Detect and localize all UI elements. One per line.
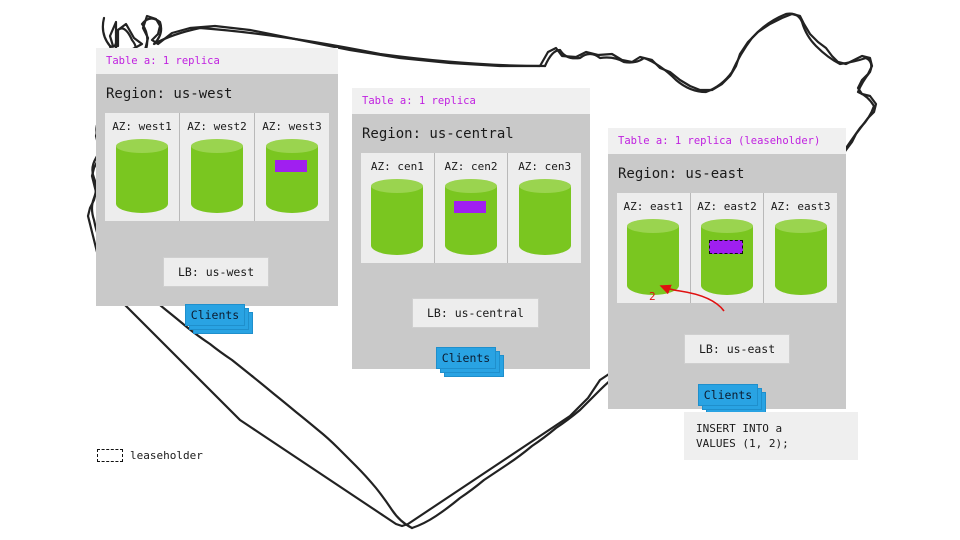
region-panel-us-west: Table a: 1 replica Region: us-west AZ: w… [96, 48, 338, 334]
cylinder-body [371, 186, 424, 255]
node-cylinder-cen2[interactable] [445, 179, 497, 255]
arrow-step-label: 2 [649, 290, 656, 303]
cylinder-top [191, 139, 243, 153]
clients-button-us-west[interactable]: Clients [185, 304, 253, 334]
az-cell-west2[interactable]: AZ: west2 [179, 113, 254, 221]
load-balancer-us-west[interactable]: LB: us-west [163, 257, 270, 287]
az-label-east2: AZ: east2 [697, 200, 757, 213]
sql-statement-box: INSERT INTO a VALUES (1, 2); [684, 412, 858, 460]
region-title-us-east: Region: us-east [618, 166, 745, 182]
az-strip-us-central: AZ: cen1 AZ: cen2 AZ: cen3 [361, 153, 581, 263]
map-gulf-coast [250, 374, 414, 530]
region-title-us-central: Region: us-central [362, 126, 514, 142]
az-label-east3: AZ: east3 [770, 200, 831, 213]
az-cell-cen1[interactable]: AZ: cen1 [361, 153, 434, 263]
node-cylinder-west1[interactable] [116, 139, 168, 213]
legend-label: leaseholder [130, 449, 203, 462]
az-label-west1: AZ: west1 [112, 120, 172, 133]
node-cylinder-east2[interactable] [701, 219, 753, 295]
region-panel-us-east: Table a: 1 replica (leaseholder) Region:… [608, 128, 846, 414]
cylinder-body [116, 146, 168, 213]
az-label-cen1: AZ: cen1 [370, 160, 424, 173]
panel-body-us-central: Region: us-central AZ: cen1 AZ: cen2 [352, 114, 590, 377]
load-balancer-us-east[interactable]: LB: us-east [684, 334, 791, 364]
panel-header-us-east: Table a: 1 replica (leaseholder) [608, 128, 846, 154]
node-cylinder-west3[interactable] [266, 139, 318, 213]
node-cylinder-west2[interactable] [191, 139, 243, 213]
cylinder-body [701, 226, 753, 295]
panel-body-us-west: Region: us-west AZ: west1 AZ: west2 [96, 74, 338, 334]
leaseholder-marker-active [709, 240, 743, 254]
clients-button-us-central[interactable]: Clients [436, 347, 504, 377]
cylinder-body [627, 226, 680, 295]
leaseholder-marker [275, 160, 307, 172]
az-cell-west1[interactable]: AZ: west1 [105, 113, 179, 221]
az-cell-cen3[interactable]: AZ: cen3 [507, 153, 581, 263]
node-cylinder-cen3[interactable] [518, 179, 571, 255]
clients-button-us-east[interactable]: Clients [698, 384, 766, 414]
cylinder-top [627, 219, 680, 233]
az-cell-cen2[interactable]: AZ: cen2 [433, 153, 508, 263]
legend: leaseholder [97, 449, 203, 462]
cylinder-body [191, 146, 243, 213]
cylinder-top [371, 179, 424, 193]
az-label-east1: AZ: east1 [623, 200, 684, 213]
load-balancer-us-central[interactable]: LB: us-central [412, 298, 539, 328]
az-strip-us-west: AZ: west1 AZ: west2 AZ: west3 [105, 113, 329, 221]
cylinder-top [116, 139, 168, 153]
panel-header-us-central: Table a: 1 replica [352, 88, 590, 114]
cylinder-top [774, 219, 827, 233]
az-cell-east2[interactable]: AZ: east2 [689, 193, 764, 303]
panel-body-us-east: Region: us-east AZ: east1 AZ: east2 [608, 154, 846, 414]
cylinder-top [266, 139, 318, 153]
clients-label-us-east[interactable]: Clients [698, 384, 758, 406]
cylinder-body [445, 186, 497, 255]
az-label-west3: AZ: west3 [262, 120, 322, 133]
node-cylinder-east1[interactable] [627, 219, 680, 295]
cylinder-top [701, 219, 753, 233]
dashed-rect-icon [97, 449, 123, 462]
map-west-coast [101, 16, 547, 68]
node-cylinder-cen1[interactable] [371, 179, 424, 255]
clients-label-us-west[interactable]: Clients [185, 304, 245, 326]
region-title-us-west: Region: us-west [106, 86, 233, 102]
node-cylinder-east3[interactable] [774, 219, 827, 295]
az-cell-east1[interactable]: AZ: east1 [617, 193, 690, 303]
panel-header-us-west: Table a: 1 replica [96, 48, 338, 74]
cylinder-body [774, 226, 827, 295]
cylinder-top [518, 179, 571, 193]
clients-label-us-central[interactable]: Clients [436, 347, 496, 369]
az-strip-us-east: AZ: east1 AZ: east2 AZ: east3 [617, 193, 837, 303]
region-panel-us-central: Table a: 1 replica Region: us-central AZ… [352, 88, 590, 377]
az-label-west2: AZ: west2 [187, 120, 247, 133]
az-label-cen2: AZ: cen2 [444, 160, 498, 173]
cylinder-top [445, 179, 497, 193]
leaseholder-marker [454, 201, 486, 213]
az-label-cen3: AZ: cen3 [518, 160, 572, 173]
cylinder-body [266, 146, 318, 213]
az-cell-east3[interactable]: AZ: east3 [763, 193, 837, 303]
cylinder-body [518, 186, 571, 255]
az-cell-west3[interactable]: AZ: west3 [254, 113, 329, 221]
